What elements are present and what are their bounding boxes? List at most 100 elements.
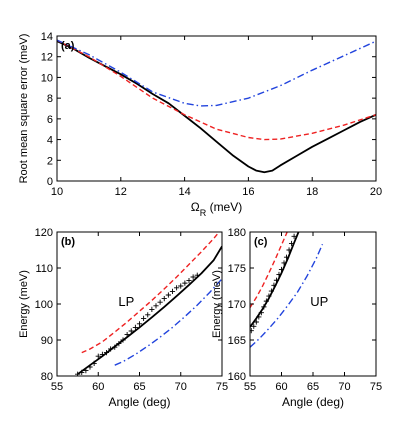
series-line-dashed — [57, 39, 376, 141]
x-tick-label: 75 — [216, 381, 228, 393]
y-tick-label: 160 — [228, 371, 246, 383]
y-tick-label: 0 — [47, 176, 53, 188]
y-axis-label: Energy (meV) — [211, 270, 223, 338]
data-marker — [112, 344, 118, 350]
data-marker — [169, 288, 176, 294]
plot-frame — [56, 231, 223, 377]
x-tick-label: 70 — [175, 381, 187, 393]
data-marker — [132, 324, 138, 330]
x-axis-label: ΩR (meV) — [191, 200, 242, 218]
data-marker — [286, 247, 292, 253]
x-tick-label: 10 — [51, 186, 63, 198]
data-marker — [116, 341, 122, 347]
data-marker — [271, 282, 277, 288]
series-line-dashdot — [250, 243, 324, 348]
panel-1: 55 60 65 70 75 80 90 100 110 120 (b) LP Angle (deg) E… — [18, 227, 228, 409]
data-marker — [258, 310, 264, 316]
data-marker — [261, 304, 267, 310]
y-axis-label: Energy (meV) — [18, 270, 30, 338]
series-line-solid — [57, 40, 376, 174]
data-marker — [263, 298, 269, 304]
y-tick-label: 90 — [41, 335, 53, 347]
data-marker — [273, 277, 280, 283]
x-axis-label: Angle (deg) — [282, 395, 344, 409]
x-tick-label: 60 — [275, 381, 287, 393]
x-tick-label: 60 — [92, 381, 104, 393]
data-marker — [266, 293, 272, 299]
data-marker — [256, 314, 262, 320]
data-marker — [190, 274, 196, 280]
data-marker — [157, 299, 163, 305]
plot-frame — [56, 35, 377, 182]
plot-area — [250, 232, 324, 348]
x-tick-label: 65 — [133, 381, 145, 393]
data-marker — [145, 312, 151, 318]
data-marker — [182, 280, 188, 286]
x-tick-label: 20 — [370, 186, 382, 198]
data-marker — [161, 296, 167, 302]
y-tick-label: 6 — [47, 114, 53, 126]
annotation-label: UP — [310, 294, 328, 309]
y-tick-label: 175 — [228, 263, 246, 275]
data-marker — [291, 233, 297, 239]
x-tick-label: 55 — [244, 381, 256, 393]
data-marker — [128, 328, 134, 334]
data-marker — [276, 271, 282, 278]
x-tick-label: 75 — [370, 381, 382, 393]
y-tick-label: 12 — [41, 52, 53, 64]
y-tick-label: 10 — [41, 72, 53, 84]
data-marker — [251, 323, 257, 329]
y-tick-label: 4 — [47, 135, 53, 147]
data-marker — [83, 368, 89, 374]
data-marker — [136, 321, 143, 327]
annotation-label: LP — [118, 294, 134, 309]
x-axis-label: Angle (deg) — [108, 395, 170, 409]
data-marker — [178, 283, 184, 289]
y-tick-label: 110 — [35, 263, 53, 275]
series-line-dashed — [81, 232, 220, 354]
y-tick-label: 180 — [228, 227, 246, 239]
panel-label: (a) — [61, 40, 75, 52]
series-line-dashdot — [57, 39, 376, 107]
y-tick-label: 120 — [35, 227, 53, 239]
series-line-dashdot — [114, 278, 222, 366]
data-marker — [268, 288, 275, 294]
panel-label: (b) — [61, 236, 75, 248]
x-axis-label-subscript: R — [200, 208, 207, 218]
x-tick-label: 55 — [51, 381, 63, 393]
series-line-dashed — [250, 232, 288, 308]
x-tick-label: 18 — [306, 186, 318, 198]
data-marker — [186, 278, 192, 284]
panel-label: (c) — [254, 236, 268, 248]
data-marker — [141, 315, 147, 321]
marker-series — [75, 272, 200, 376]
y-tick-label: 165 — [228, 335, 246, 347]
y-tick-label: 14 — [41, 31, 53, 43]
x-tick-label: 16 — [242, 186, 254, 198]
data-marker — [124, 332, 130, 338]
y-tick-label: 170 — [228, 299, 246, 311]
data-marker — [91, 360, 97, 366]
data-marker — [283, 254, 290, 260]
data-marker — [174, 285, 180, 291]
x-tick-label: 12 — [115, 186, 127, 198]
plot-area — [57, 39, 376, 174]
data-marker — [281, 260, 287, 266]
data-marker — [253, 319, 259, 325]
x-tick-label: 70 — [338, 381, 350, 393]
plot-area — [75, 232, 222, 376]
data-marker — [149, 306, 155, 312]
panel-0: 10 12 14 16 18 20 0 2 4 6 8 10 12 14 (a) ΩR (meV) Root m… — [18, 31, 382, 218]
data-marker — [108, 346, 114, 352]
data-marker — [194, 272, 200, 278]
y-tick-label: 80 — [41, 371, 53, 383]
data-marker — [103, 350, 110, 356]
data-marker — [153, 303, 159, 309]
x-tick-label: 14 — [178, 186, 190, 198]
y-tick-label: 100 — [35, 299, 53, 311]
data-marker — [99, 351, 105, 357]
y-axis-label: Root mean square error (meV) — [18, 34, 30, 184]
